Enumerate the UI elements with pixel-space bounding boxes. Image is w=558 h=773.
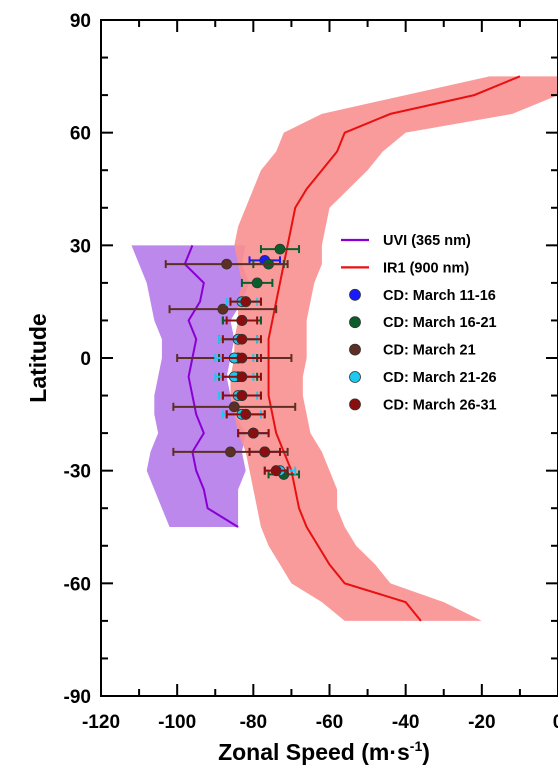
y-tick-label: 30	[70, 236, 91, 257]
legend-label-5: CD: March 21-26	[383, 370, 497, 386]
y-tick-label: -90	[64, 687, 91, 708]
legend-label-6: CD: March 26-31	[383, 397, 497, 413]
line-1	[267, 75, 521, 622]
data-point-2-3	[228, 401, 240, 413]
data-point-4-0	[240, 296, 252, 308]
data-point-4-7	[247, 427, 259, 439]
y-tick-label: 0	[80, 349, 91, 370]
legend-marker-3	[349, 316, 361, 329]
cloud-tracking-points	[164, 243, 301, 480]
y-tick-label: 60	[70, 124, 91, 145]
y-tick-label: -60	[64, 574, 91, 595]
legend: UVI (365 nm) IR1 (900 nm) CD: March 11-16 C…	[341, 233, 497, 413]
legend-label-2: CD: March 11-16	[383, 288, 496, 304]
data-point-4-8	[259, 446, 271, 458]
data-point-4-4	[236, 371, 248, 383]
legend-marker-4	[349, 343, 361, 356]
data-point-2-0	[221, 258, 233, 270]
legend-marker-2	[349, 288, 361, 301]
x-tick-label: -120	[82, 712, 120, 733]
x-tick-label: -40	[392, 712, 419, 733]
data-point-4-5	[236, 390, 248, 401]
data-point-1-0	[274, 243, 286, 255]
y-tick-label: 90	[70, 11, 91, 32]
x-tick-label: -60	[316, 712, 343, 733]
legend-label-4: CD: March 21	[383, 343, 476, 359]
y-axis-title: Latitude	[25, 313, 51, 402]
data-point-4-2	[236, 333, 248, 345]
data-point-1-2	[251, 277, 263, 289]
data-point-2-4	[225, 446, 236, 458]
legend-label-0: UVI (365 nm)	[383, 233, 471, 249]
data-point-4-3	[236, 352, 248, 364]
legend-marker-6	[349, 398, 361, 411]
line-0	[183, 244, 239, 528]
data-point-4-6	[240, 408, 252, 420]
y-tick-label: -30	[64, 462, 91, 483]
x-tick-label: -100	[158, 712, 196, 733]
x-axis-title: Zonal Speed (m·s-1)	[218, 738, 430, 765]
x-tick-label: -20	[468, 712, 495, 733]
legend-label-1: IR1 (900 nm)	[383, 260, 469, 276]
legend-label-3: CD: March 16-21	[383, 315, 497, 331]
profile-lines	[183, 75, 521, 622]
data-point-4-1	[236, 315, 248, 326]
data-point-2-1	[217, 303, 229, 315]
band-1	[230, 76, 558, 621]
x-tick-label: 0	[553, 712, 558, 733]
x-tick-label: -80	[240, 712, 267, 733]
data-point-4-9	[270, 465, 282, 477]
plot-axes: -120 -100 -80 -60 -40 -20 0 -90 -60 -30 0 30 60 90	[64, 11, 558, 733]
legend-marker-5	[349, 371, 361, 383]
uncertainty-bands	[131, 76, 558, 621]
